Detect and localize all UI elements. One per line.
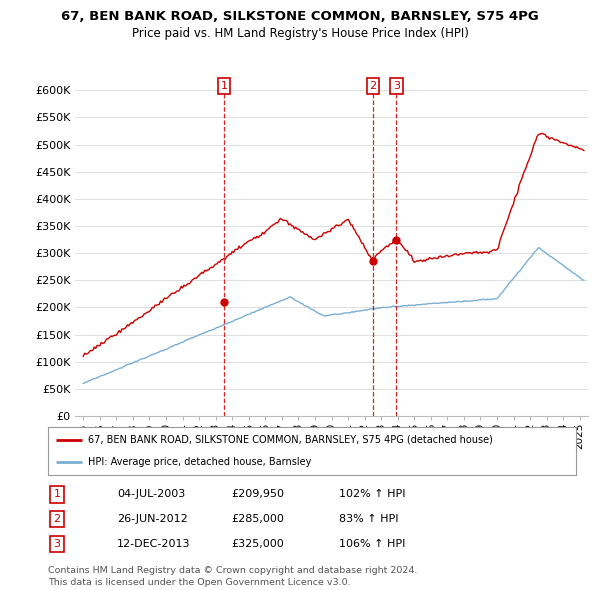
Text: 3: 3: [53, 539, 61, 549]
Text: HPI: Average price, detached house, Barnsley: HPI: Average price, detached house, Barn…: [88, 457, 311, 467]
Text: 67, BEN BANK ROAD, SILKSTONE COMMON, BARNSLEY, S75 4PG (detached house): 67, BEN BANK ROAD, SILKSTONE COMMON, BAR…: [88, 435, 493, 445]
Text: 26-JUN-2012: 26-JUN-2012: [117, 514, 188, 524]
Text: Contains HM Land Registry data © Crown copyright and database right 2024.
This d: Contains HM Land Registry data © Crown c…: [48, 566, 418, 587]
Text: £325,000: £325,000: [231, 539, 284, 549]
Text: 106% ↑ HPI: 106% ↑ HPI: [339, 539, 406, 549]
Text: £209,950: £209,950: [231, 490, 284, 499]
Text: 102% ↑ HPI: 102% ↑ HPI: [339, 490, 406, 499]
Text: 12-DEC-2013: 12-DEC-2013: [117, 539, 191, 549]
Text: 1: 1: [220, 81, 227, 91]
Text: 2: 2: [370, 81, 376, 91]
Text: 67, BEN BANK ROAD, SILKSTONE COMMON, BARNSLEY, S75 4PG: 67, BEN BANK ROAD, SILKSTONE COMMON, BAR…: [61, 10, 539, 23]
Text: 2: 2: [53, 514, 61, 524]
Text: 83% ↑ HPI: 83% ↑ HPI: [339, 514, 398, 524]
Text: Price paid vs. HM Land Registry's House Price Index (HPI): Price paid vs. HM Land Registry's House …: [131, 27, 469, 40]
Text: 1: 1: [53, 490, 61, 499]
Text: 3: 3: [393, 81, 400, 91]
Text: £285,000: £285,000: [231, 514, 284, 524]
Text: 04-JUL-2003: 04-JUL-2003: [117, 490, 185, 499]
